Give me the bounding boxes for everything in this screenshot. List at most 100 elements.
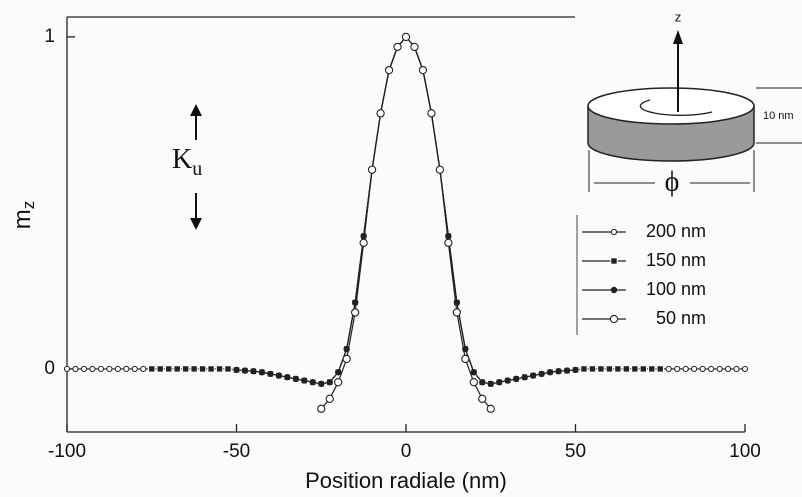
marker [190, 365, 198, 373]
marker [173, 365, 181, 373]
marker [334, 378, 343, 387]
marker [656, 365, 664, 373]
marker [72, 365, 79, 373]
marker [123, 365, 130, 373]
marker [148, 365, 156, 373]
marker [609, 314, 619, 324]
marker [106, 365, 113, 373]
marker [521, 374, 528, 381]
marker [682, 365, 689, 373]
marker [63, 365, 71, 373]
marker [250, 368, 257, 375]
marker [741, 365, 749, 373]
ku-sub: u [192, 158, 202, 180]
marker [469, 378, 478, 387]
marker [470, 369, 477, 376]
series [317, 32, 495, 413]
marker [215, 365, 224, 373]
moment-swirl [639, 99, 713, 116]
legend-label: 100 nm [646, 279, 706, 299]
marker [410, 42, 419, 52]
x-tick-label: -100 [48, 441, 86, 462]
marker [284, 374, 291, 381]
marker [665, 365, 672, 373]
y-title-base: m [9, 209, 36, 229]
inset-axis-label: z [675, 9, 682, 24]
y-tick-label: 1 [44, 26, 55, 47]
marker [610, 286, 618, 294]
marker [648, 365, 656, 373]
marker [610, 257, 618, 265]
inset-diameter-label: ϕ [665, 166, 680, 197]
marker [588, 365, 597, 373]
marker [479, 379, 486, 386]
marker [563, 367, 571, 374]
marker [207, 365, 215, 373]
marker [674, 365, 681, 373]
marker [359, 238, 368, 247]
marker [639, 365, 647, 373]
marker [610, 228, 618, 236]
marker [267, 370, 274, 378]
marker [708, 365, 715, 373]
marker [546, 369, 554, 376]
ku-base: K [172, 144, 192, 175]
marker [131, 365, 138, 373]
marker [461, 354, 470, 364]
marker [198, 365, 207, 373]
x-tick-label: 50 [565, 441, 586, 462]
arrow-head [190, 104, 202, 116]
marker [258, 369, 266, 376]
marker [445, 232, 452, 240]
marker [724, 365, 732, 373]
marker [350, 308, 360, 317]
marker [165, 365, 173, 373]
marker [351, 299, 359, 306]
marker [233, 366, 240, 374]
marker [325, 394, 334, 403]
anisotropy-label: Ku [172, 144, 202, 179]
marker [733, 365, 740, 373]
marker [275, 372, 283, 379]
marker [580, 365, 588, 373]
marker [367, 165, 377, 174]
marker [691, 365, 698, 373]
marker [80, 365, 88, 373]
y-tick-label: 0 [44, 358, 55, 379]
inset-disk: z 10 nm ϕ [587, 9, 802, 197]
x-tick-label: 100 [729, 441, 761, 462]
marker [597, 365, 605, 373]
marker [699, 365, 706, 373]
arrow-head [673, 30, 683, 44]
marker [512, 375, 520, 383]
marker [309, 379, 316, 386]
legend-label: 50 nm [656, 308, 706, 328]
marker [418, 65, 428, 75]
marker [435, 165, 445, 174]
disk-top [587, 87, 755, 125]
x-tick-label: 0 [401, 441, 412, 462]
marker [224, 365, 232, 373]
marker [292, 375, 300, 383]
marker [360, 232, 367, 240]
marker [622, 365, 631, 373]
marker [301, 377, 308, 384]
marker [317, 404, 326, 413]
marker [631, 365, 639, 373]
marker [478, 394, 487, 403]
marker [401, 32, 411, 42]
x-axis-title: Position radiale (nm) [305, 468, 507, 493]
marker [241, 367, 249, 374]
marker [716, 365, 723, 373]
anisotropy-annotation: Ku [172, 104, 202, 230]
marker [538, 370, 545, 378]
marker [97, 365, 105, 373]
marker [452, 308, 461, 317]
marker [486, 404, 495, 413]
marker [114, 365, 121, 373]
y-title-sub: z [19, 201, 38, 210]
marker [614, 365, 622, 373]
x-tick-label: -50 [223, 441, 250, 462]
marker [318, 380, 325, 388]
